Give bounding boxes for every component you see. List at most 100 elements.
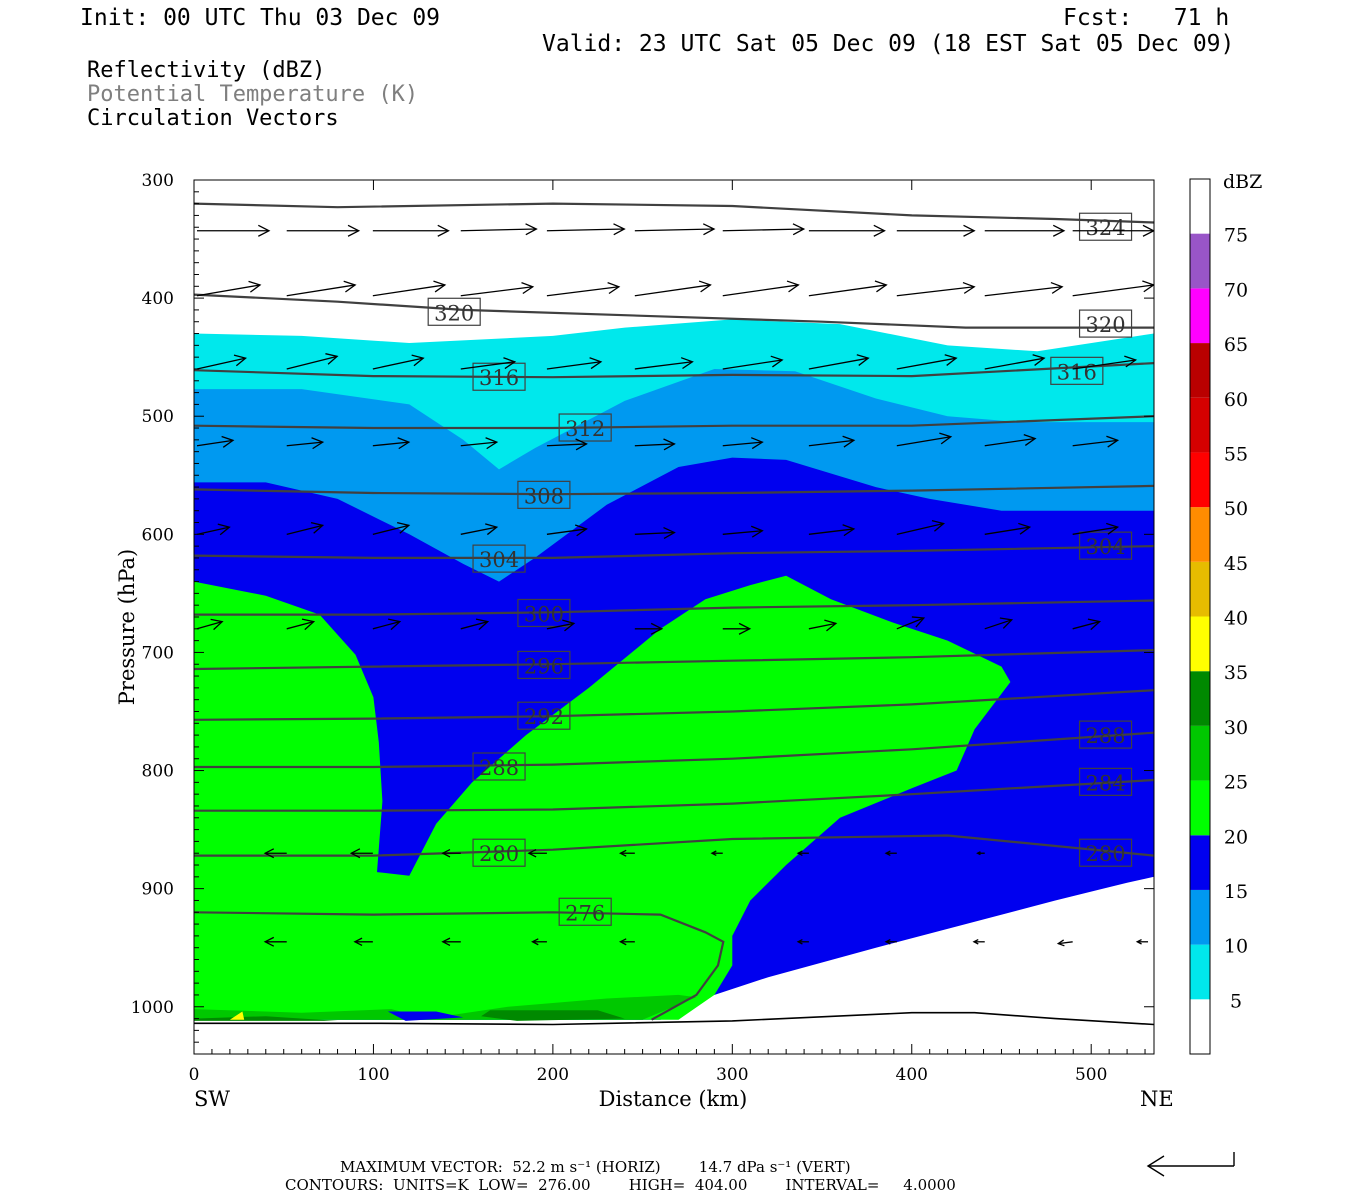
theta-label-box [1078, 838, 1133, 867]
colorbar-swatch-10 [1190, 889, 1210, 945]
vector-shaft [196, 439, 234, 447]
circulation-vector [722, 223, 806, 236]
vector-shaft [896, 286, 975, 297]
vector-shaft [984, 286, 1063, 297]
vector-shaft [286, 284, 356, 297]
legend-reflectivity: Reflectivity (dBZ) [87, 58, 326, 83]
theta-label-text: 304 [479, 548, 519, 572]
theta-contours [194, 202, 1154, 1026]
circulation-vector [460, 223, 538, 236]
vector-head [325, 353, 339, 365]
theta-label-316: 316 [472, 362, 526, 391]
vector-head [349, 848, 361, 859]
vector-shaft [1072, 284, 1154, 297]
theta-label-text: 280 [479, 842, 519, 866]
forecast-hour-label: Fcst: 71 h [1063, 5, 1230, 31]
theta-label-284: 284 [1078, 767, 1133, 796]
circulation-vector [972, 939, 985, 945]
colorbar-swatch-45 [1190, 507, 1210, 562]
y-tick-label: 600 [142, 525, 174, 545]
vector-head [939, 432, 953, 445]
circulation-vector [1072, 435, 1120, 448]
theta-label-box [1078, 767, 1133, 796]
theta-contour-292 [194, 689, 1154, 721]
theta-label-text: 324 [1086, 216, 1126, 240]
vector-shaft [1072, 439, 1118, 447]
theta-contour-320 [194, 293, 1154, 329]
vector-shaft [196, 284, 261, 297]
vector-head [999, 617, 1014, 629]
circulation-vector [372, 437, 411, 450]
reflectivity-region-20dbz [194, 575, 1011, 1020]
vector-shaft [286, 524, 323, 535]
theta-label-text: 312 [565, 417, 605, 441]
vector-head [433, 280, 447, 293]
vector-shaft [808, 357, 869, 370]
theta-label-box [472, 544, 526, 573]
colorbar-label: 70 [1224, 279, 1248, 301]
colorbar-label: 10 [1224, 936, 1248, 958]
circulation-vector [896, 354, 958, 370]
circulation-vector [372, 280, 447, 297]
vector-shaft [546, 361, 601, 370]
circulation-vector [1056, 939, 1073, 947]
y-axis-title: Pressure (hPa) [115, 549, 139, 705]
vector-shaft [634, 531, 675, 535]
colorbar-label: 20 [1224, 826, 1248, 848]
circulation-vector [286, 521, 325, 535]
circulation-vector [1135, 939, 1149, 945]
vector-head [874, 280, 888, 293]
theta-label-text: 280 [1086, 842, 1126, 866]
circulation-vector [196, 618, 224, 631]
vector-head [963, 224, 976, 237]
circulation-vector [796, 850, 809, 857]
contours-note: CONTOURS: UNITS=K LOW= 276.00 HIGH= 404.… [285, 1176, 956, 1194]
vector-head [792, 223, 806, 236]
circulation-vector [984, 281, 1064, 297]
vector-shaft [984, 526, 1030, 535]
circulation-vector [634, 438, 676, 451]
colorbar-swatch-25 [1190, 725, 1210, 781]
vector-head [233, 354, 247, 367]
circulation-vector [286, 280, 357, 297]
circulation-vector [263, 936, 287, 947]
vector-head [796, 939, 803, 945]
reflectivity-region-30dbz [194, 1016, 338, 1021]
vector-shaft [896, 617, 925, 630]
theta-label-296: 296 [517, 650, 571, 680]
vector-shaft [372, 524, 410, 535]
vector-head [210, 618, 224, 631]
vector-shaft [546, 622, 575, 630]
circulation-vector [808, 619, 838, 632]
theta-contour-288 [194, 731, 1154, 769]
vector-head [1106, 522, 1120, 535]
vector-shaft [196, 357, 246, 370]
colorbar-swatch-70 [1190, 233, 1210, 289]
vector-head [1023, 434, 1037, 446]
circulation-vector [808, 435, 856, 448]
circulation-vector [808, 354, 870, 370]
circulation-vector [196, 354, 247, 370]
circulation-vector [372, 354, 425, 370]
valid-time-label: Valid: 23 UTC Sat 05 Dec 09 (18 EST Sat … [542, 31, 1235, 57]
colorbar-label: 55 [1224, 443, 1248, 465]
vector-shaft [634, 361, 693, 370]
vector-head [311, 437, 325, 450]
colorbar-frame [1189, 178, 1211, 1055]
vector-head [258, 224, 271, 237]
vector-shaft [286, 620, 314, 630]
circulation-vector [896, 281, 976, 297]
circulation-vector [527, 848, 547, 858]
vector-shaft [722, 284, 799, 297]
colorbar-swatch-35 [1190, 616, 1210, 672]
vector-head [842, 435, 856, 448]
circulation-vector [808, 524, 856, 537]
theta-label-316: 316 [1050, 356, 1104, 385]
legend-potential-temperature: Potential Temperature (K) [87, 82, 419, 107]
x-axis-title: Distance (km) [599, 1087, 748, 1111]
theta-label-text: 304 [1086, 535, 1126, 559]
circulation-vector [722, 525, 764, 538]
vector-head [221, 435, 235, 448]
circulation-vector [441, 937, 461, 947]
y-tick-label: 400 [142, 289, 174, 309]
